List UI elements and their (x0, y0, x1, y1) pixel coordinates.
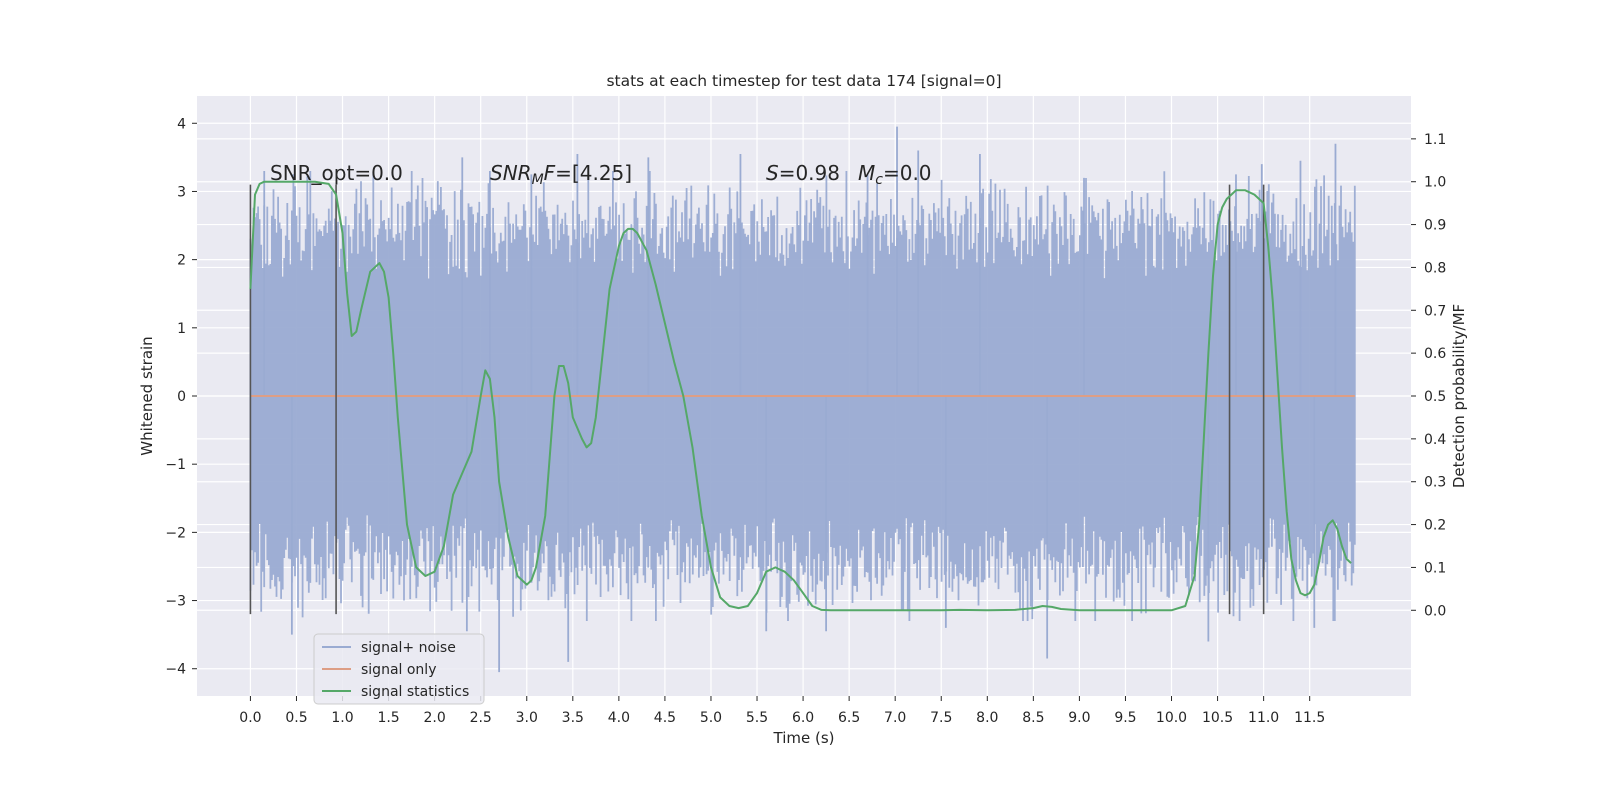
y-tick-label: 1 (177, 321, 186, 337)
x-tick-label: 1.5 (377, 710, 399, 726)
x-tick-label: 7.5 (930, 710, 952, 726)
legend-box (313, 633, 485, 705)
x-tick-label: 5.5 (746, 710, 768, 726)
legend-label-signal-noise: signal+ noise (361, 640, 456, 656)
y-tick-label: 0 (177, 389, 186, 405)
y-right-tick-label: 0.4 (1424, 432, 1446, 448)
x-tick-label: 5.0 (700, 710, 722, 726)
y-right-tick-label: 0.1 (1424, 560, 1446, 576)
y-axis-title: Whitened strain (138, 336, 156, 455)
annotation-s-value: =0.98 (779, 161, 840, 185)
annotation-snr-mf-symbol: SNR (490, 161, 532, 185)
x-tick-label: 1.0 (331, 710, 353, 726)
y-right-tick-label: 0.3 (1424, 475, 1446, 491)
y-tick-label: −3 (165, 594, 186, 610)
x-axis-title: Time (s) (773, 729, 835, 747)
y-right-tick-label: 0.9 (1424, 218, 1446, 234)
x-tick-label: 0.5 (285, 710, 307, 726)
x-tick-label: 4.5 (654, 710, 676, 726)
x-tick-label: 9.5 (1114, 710, 1136, 726)
x-tick-label: 8.5 (1022, 710, 1044, 726)
annotation-s: S=0.98 (766, 161, 840, 185)
x-tick-label: 2.5 (470, 710, 492, 726)
y-right-tick-label: 0.7 (1424, 303, 1446, 319)
x-tick-label: 10.0 (1156, 710, 1187, 726)
y-right-tick-label: 0.2 (1424, 518, 1446, 534)
annotation-mc-subscript: c (875, 172, 883, 188)
axes: 0.0 0.5 1.0 1.5 2.0 2.5 3.0 3.5 4.0 4.5 5.0 5.5 6.0 6… (165, 116, 1446, 726)
y-tick-label: −4 (165, 662, 186, 678)
y-tick-label: 4 (177, 116, 186, 132)
y-right-tick-label: 0.6 (1424, 346, 1446, 362)
y-tick-label: 3 (177, 184, 186, 200)
annotation-mc-symbol: M (858, 161, 875, 185)
y-right-tick-label: 0.8 (1424, 260, 1446, 276)
annotation-mc-value: =0.0 (883, 161, 932, 185)
x-tick-label: 3.5 (562, 710, 584, 726)
annotation-s-symbol: S (766, 161, 779, 185)
legend-label-signal-only: signal only (361, 662, 436, 678)
x-tick-label: 3.0 (516, 710, 538, 726)
annotation-snr-mf: SNRMF=[4.25] (490, 161, 632, 188)
x-tick-label: 2.0 (424, 710, 446, 726)
data-layer (249, 126, 1356, 673)
annotation-snr-mf-subscript: M (532, 172, 544, 188)
x-tick-label: 8.0 (976, 710, 998, 726)
y-axis-right-title: Detection probability/MF (1450, 304, 1468, 488)
x-tick-label: 0.0 (239, 710, 261, 726)
y-tick-label: 2 (177, 253, 186, 269)
y-tick-label: −1 (165, 457, 186, 473)
x-tick-label: 6.5 (838, 710, 860, 726)
x-tick-label: 10.5 (1202, 710, 1233, 726)
legend: signal+ noise signal only signal statist… (313, 633, 485, 705)
y-right-tick-label: 0.0 (1424, 603, 1446, 619)
annotation-snr-mf-symbol-f: F (544, 161, 556, 185)
annotation-snr-opt: SNR_opt=0.0 (270, 161, 403, 185)
annotation-snr-mf-value: =[4.25] (555, 161, 632, 185)
y-right-tick-label: 0.5 (1424, 389, 1446, 405)
y-right-tick-label: 1.0 (1424, 175, 1446, 191)
x-tick-label: 4.0 (608, 710, 630, 726)
y-right-tick-label: 1.1 (1424, 132, 1446, 148)
x-tick-label: 6.0 (792, 710, 814, 726)
x-tick-label: 9.0 (1068, 710, 1090, 726)
legend-label-signal-statistics: signal statistics (361, 684, 469, 700)
x-tick-label: 7.0 (884, 710, 906, 726)
y-tick-label: −2 (165, 525, 186, 541)
annotation-mc: Mc=0.0 (858, 161, 932, 188)
chart-title: stats at each timestep for test data 174… (606, 72, 1001, 90)
series-signal-statistics-line (249, 180, 1352, 612)
x-tick-label: 11.0 (1248, 710, 1279, 726)
x-tick-label: 11.5 (1294, 710, 1325, 726)
